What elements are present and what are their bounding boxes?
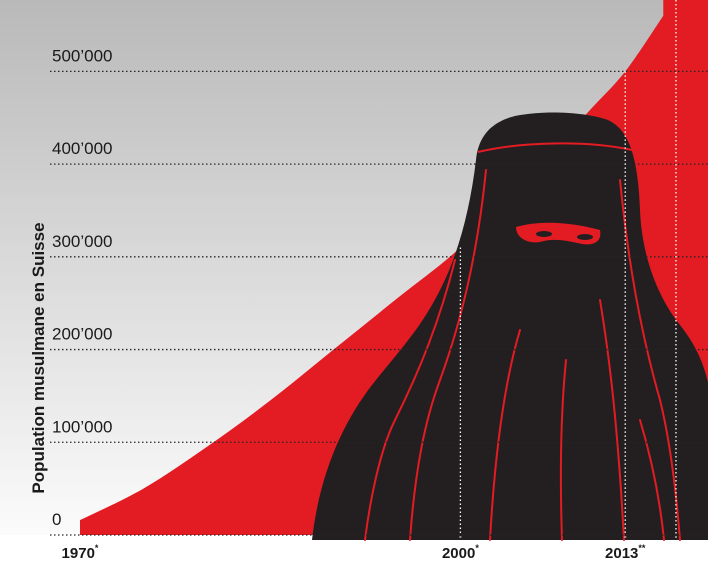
y-tick-label: 500’000 xyxy=(52,46,113,65)
y-tick-label: 200’000 xyxy=(52,325,113,344)
x-tick-label: 2013** xyxy=(605,543,646,562)
right-eye-shape xyxy=(577,234,593,240)
y-axis-label: Population musulmane en Suisse xyxy=(29,222,48,493)
veil-shape xyxy=(312,112,708,540)
veil-fold-line xyxy=(364,259,456,541)
veil-fold-line xyxy=(639,419,665,541)
y-tick-label: 300’000 xyxy=(52,232,113,251)
left-eye-shape xyxy=(536,231,552,237)
y-tick-label: 100’000 xyxy=(52,417,113,436)
veil-fold-line xyxy=(559,359,567,541)
x-tick-label: 1970* xyxy=(62,543,99,562)
y-tick-label: 400’000 xyxy=(52,139,113,158)
x-tick-label: 2000* xyxy=(442,543,479,562)
veil-fold-line xyxy=(477,142,633,153)
veil-fold-line xyxy=(619,179,681,541)
veil-fold-line xyxy=(409,169,487,541)
veil-fold-line xyxy=(599,299,625,541)
niqab-silhouette-illustration xyxy=(312,112,708,541)
y-tick-label: 0 xyxy=(52,510,61,529)
